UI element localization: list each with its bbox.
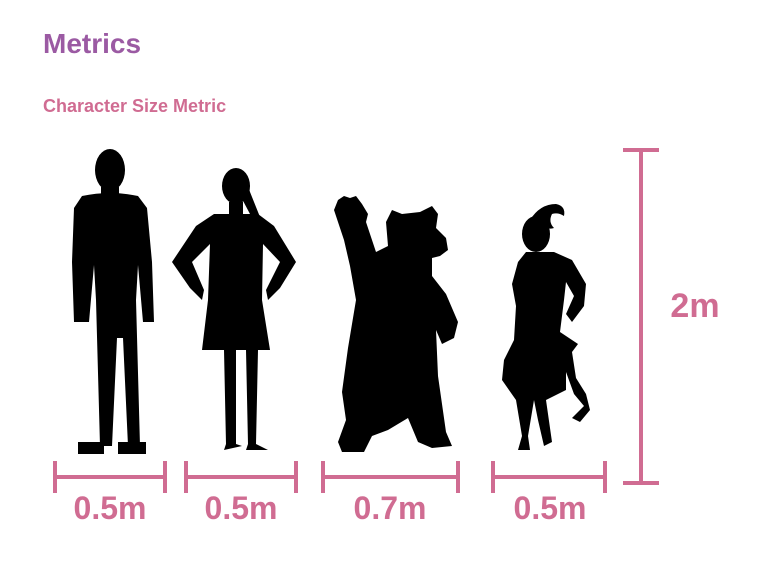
- human-male-silhouette: [72, 149, 154, 454]
- section-subtitle: Character Size Metric: [43, 96, 227, 116]
- page-title: Metrics: [43, 28, 142, 59]
- width-label-3: 0.7m: [354, 490, 427, 526]
- width-measure-3: [321, 461, 460, 493]
- height-label: 2m: [670, 287, 719, 325]
- width-measure-1: [53, 461, 167, 493]
- width-measure-4: [491, 461, 607, 493]
- width-label-1: 0.5m: [74, 490, 147, 526]
- width-measure-2: [184, 461, 298, 493]
- bear-silhouette: [334, 196, 458, 452]
- human-female-silhouette: [172, 168, 296, 450]
- height-measure: [623, 148, 659, 485]
- faun-silhouette: [502, 204, 590, 450]
- width-label-4: 0.5m: [514, 490, 587, 526]
- width-label-2: 0.5m: [205, 490, 278, 526]
